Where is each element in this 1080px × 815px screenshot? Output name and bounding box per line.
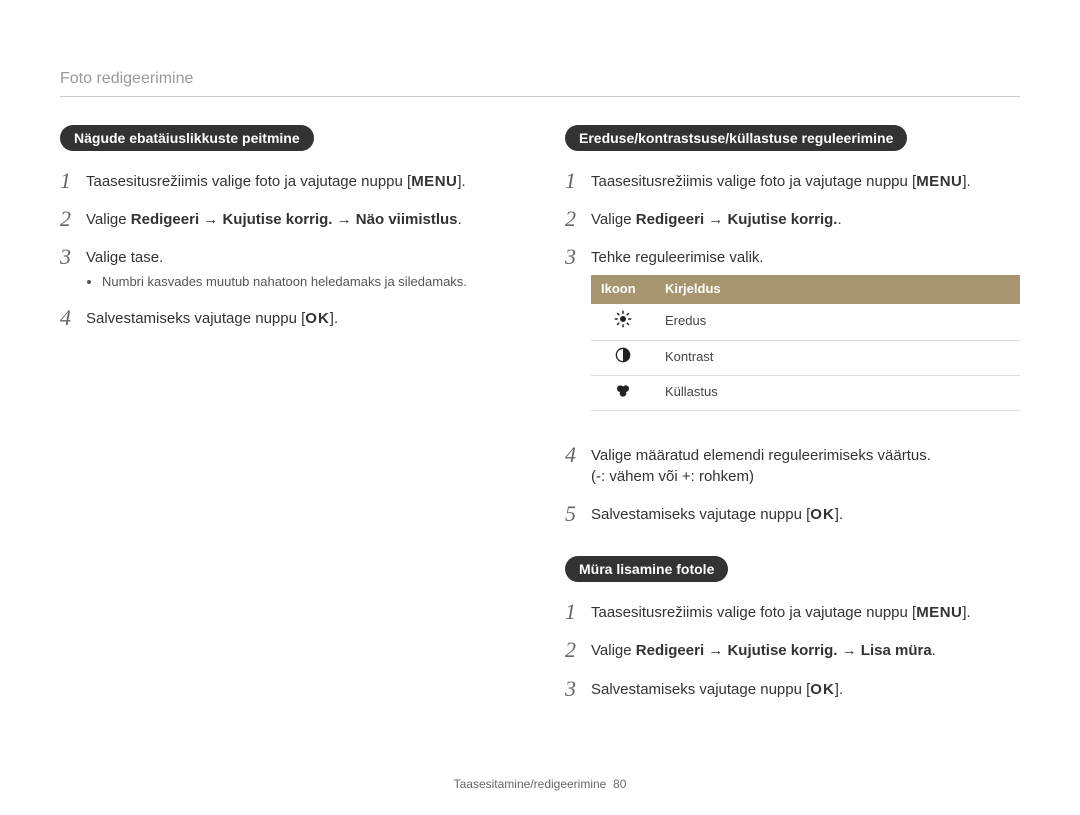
right-column: Ereduse/kontrastsuse/küllastuse reguleer… xyxy=(565,125,1020,731)
step-text: Valige Redigeeri → Kujutise korrig.. xyxy=(591,207,1020,231)
sub-bullet: Numbri kasvades muutub nahatoon heledama… xyxy=(102,273,515,292)
section-pill-bcs: Ereduse/kontrastsuse/küllastuse reguleer… xyxy=(565,125,907,151)
step-3: 3 Salvestamiseks vajutage nuppu [OK]. xyxy=(565,677,1020,701)
step-1: 1 Taasesitusrežiimis valige foto ja vaju… xyxy=(565,600,1020,624)
td-desc: Eredus xyxy=(655,304,1020,340)
left-column: Nägude ebatäiuslikkuste peitmine 1 Taase… xyxy=(60,125,515,731)
step-text: Tehke reguleerimise valik. Ikoon Kirjeld… xyxy=(591,245,1020,428)
step-number: 3 xyxy=(60,245,86,269)
step-text: Valige Redigeeri → Kujutise korrig. → Nä… xyxy=(86,207,515,231)
table-row: Eredus xyxy=(591,304,1020,340)
step-number: 2 xyxy=(565,638,591,662)
ok-label: OK xyxy=(810,506,835,523)
step-number: 4 xyxy=(565,443,591,467)
section-pill-face-retouch: Nägude ebatäiuslikkuste peitmine xyxy=(60,125,314,151)
step-4: 4 Salvestamiseks vajutage nuppu [OK]. xyxy=(60,306,515,330)
brightness-icon xyxy=(591,304,655,340)
steps-bcs: 1 Taasesitusrežiimis valige foto ja vaju… xyxy=(565,169,1020,526)
table-row: Küllastus xyxy=(591,375,1020,410)
step-text: Valige tase. Numbri kasvades muutub naha… xyxy=(86,245,515,292)
step-number: 3 xyxy=(565,677,591,701)
ok-label: OK xyxy=(305,310,330,327)
step-4: 4 Valige määratud elemendi reguleerimise… xyxy=(565,443,1020,489)
step-number: 1 xyxy=(565,169,591,193)
table-row: Kontrast xyxy=(591,340,1020,375)
step-3: 3 Valige tase. Numbri kasvades muutub na… xyxy=(60,245,515,292)
page-footer: Taasesitamine/redigeerimine 80 xyxy=(0,777,1080,791)
th-desc: Kirjeldus xyxy=(655,275,1020,304)
step-number: 3 xyxy=(565,245,591,269)
footer-section: Taasesitamine/redigeerimine xyxy=(454,777,607,791)
saturation-icon xyxy=(591,375,655,410)
header-rule xyxy=(60,96,1020,97)
step-1: 1 Taasesitusrežiimis valige foto ja vaju… xyxy=(565,169,1020,193)
step-text: Valige määratud elemendi reguleerimiseks… xyxy=(591,443,1020,489)
step-number: 5 xyxy=(565,502,591,526)
step-5: 5 Salvestamiseks vajutage nuppu [OK]. xyxy=(565,502,1020,526)
step-text: Salvestamiseks vajutage nuppu [OK]. xyxy=(86,306,515,330)
menu-label: MENU xyxy=(411,173,457,190)
step-text: Salvestamiseks vajutage nuppu [OK]. xyxy=(591,502,1020,526)
step-2: 2 Valige Redigeeri → Kujutise korrig. → … xyxy=(60,207,515,231)
icon-table: Ikoon Kirjeldus Eredus xyxy=(591,275,1020,410)
step-2: 2 Valige Redigeeri → Kujutise korrig. → … xyxy=(565,638,1020,662)
menu-label: MENU xyxy=(916,173,962,190)
sub-bullets: Numbri kasvades muutub nahatoon heledama… xyxy=(102,273,515,292)
section-pill-noise: Müra lisamine fotole xyxy=(565,556,728,582)
step-number: 1 xyxy=(565,600,591,624)
content-columns: Nägude ebatäiuslikkuste peitmine 1 Taase… xyxy=(60,125,1020,731)
step-2: 2 Valige Redigeeri → Kujutise korrig.. xyxy=(565,207,1020,231)
footer-page-number: 80 xyxy=(613,777,626,791)
step-number: 4 xyxy=(60,306,86,330)
ok-label: OK xyxy=(810,681,835,698)
menu-label: MENU xyxy=(916,604,962,621)
th-icon: Ikoon xyxy=(591,275,655,304)
td-desc: Küllastus xyxy=(655,375,1020,410)
step-3: 3 Tehke reguleerimise valik. Ikoon Kirje… xyxy=(565,245,1020,428)
step-text: Valige Redigeeri → Kujutise korrig. → Li… xyxy=(591,638,1020,662)
step-text: Salvestamiseks vajutage nuppu [OK]. xyxy=(591,677,1020,701)
step-text: Taasesitusrežiimis valige foto ja vajuta… xyxy=(86,169,515,193)
contrast-icon xyxy=(591,340,655,375)
step-number: 2 xyxy=(60,207,86,231)
step-text: Taasesitusrežiimis valige foto ja vajuta… xyxy=(591,600,1020,624)
step-number: 1 xyxy=(60,169,86,193)
step-1: 1 Taasesitusrežiimis valige foto ja vaju… xyxy=(60,169,515,193)
page-title: Foto redigeerimine xyxy=(60,70,1020,88)
step-number: 2 xyxy=(565,207,591,231)
td-desc: Kontrast xyxy=(655,340,1020,375)
steps-face-retouch: 1 Taasesitusrežiimis valige foto ja vaju… xyxy=(60,169,515,330)
steps-noise: 1 Taasesitusrežiimis valige foto ja vaju… xyxy=(565,600,1020,701)
step-text: Taasesitusrežiimis valige foto ja vajuta… xyxy=(591,169,1020,193)
